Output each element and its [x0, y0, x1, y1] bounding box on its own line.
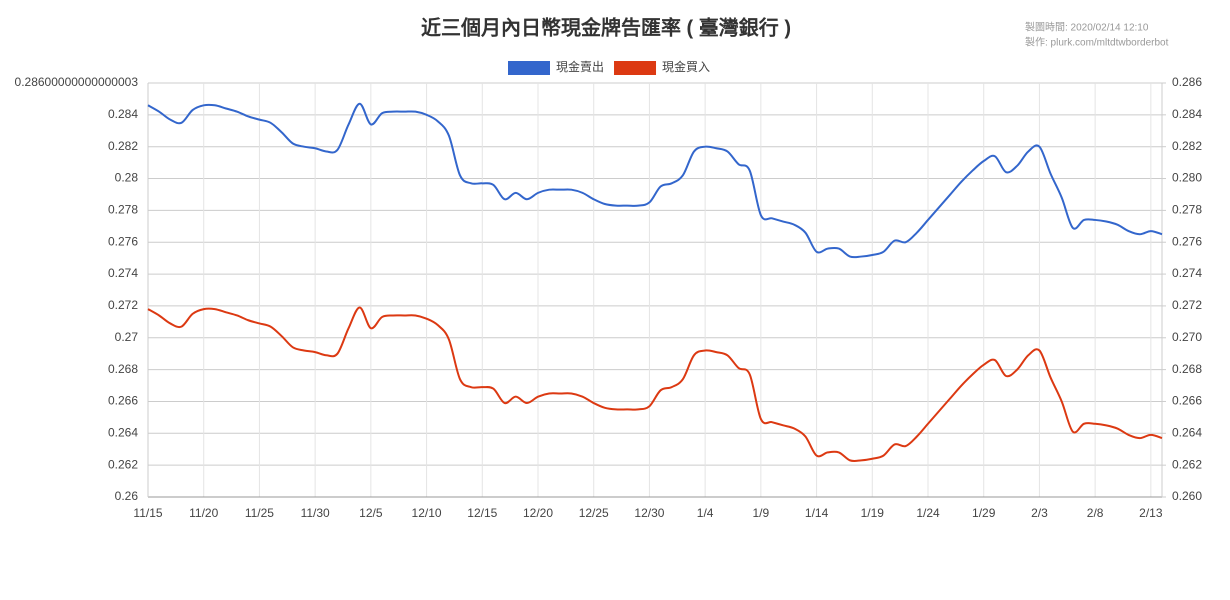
- series-line: [147, 102, 1163, 259]
- note: 製作: plurk.com/mltdtwborderbot: [1025, 36, 1169, 49]
- x-tick-label: 2/3: [1031, 506, 1048, 520]
- x-tick-label: 11/15: [133, 506, 162, 520]
- note: 製圖時間: 2020/02/14 12:10: [1025, 21, 1149, 34]
- x-tick-label: 1/14: [805, 506, 829, 520]
- y2-tick-label: 0.272: [1172, 298, 1202, 312]
- y2-tick-label: 0.276: [1172, 234, 1202, 248]
- x-tick-label: 1/9: [753, 506, 770, 520]
- x-tick-label: 11/25: [245, 506, 274, 520]
- y2-tick-label: 0.274: [1172, 266, 1202, 280]
- y-tick-label: 0.266: [108, 394, 138, 408]
- y-tick-label: 0.268: [108, 362, 138, 376]
- y-tick-label: 0.278: [108, 203, 138, 217]
- y-tick-label: 0.282: [108, 139, 138, 153]
- x-tick-label: 12/30: [634, 506, 664, 520]
- y-tick-label: 0.28600000000000003: [15, 75, 139, 89]
- series-line: [147, 306, 1163, 463]
- x-tick-label: 12/15: [467, 506, 497, 520]
- y-tick-label: 0.272: [108, 298, 138, 312]
- x-tick-label: 11/20: [189, 506, 218, 520]
- x-tick-label: 12/5: [359, 506, 383, 520]
- y2-tick-label: 0.286: [1172, 75, 1202, 89]
- x-tick-label: 12/20: [523, 506, 553, 520]
- x-tick-label: 12/10: [412, 506, 442, 520]
- x-tick-label: 1/4: [697, 506, 714, 520]
- y2-tick-label: 0.266: [1172, 394, 1202, 408]
- y2-tick-label: 0.270: [1172, 330, 1202, 344]
- y-tick-label: 0.284: [108, 107, 138, 121]
- y2-tick-label: 0.264: [1172, 425, 1202, 439]
- y-tick-label: 0.28: [115, 171, 139, 185]
- x-tick-label: 11/30: [301, 506, 330, 520]
- y-tick-label: 0.264: [108, 425, 138, 439]
- y2-tick-label: 0.280: [1172, 171, 1202, 185]
- y2-tick-label: 0.278: [1172, 203, 1202, 217]
- y2-tick-label: 0.284: [1172, 107, 1202, 121]
- legend-label: 現金賣出: [556, 59, 604, 74]
- x-tick-label: 12/25: [579, 506, 609, 520]
- y2-tick-label: 0.268: [1172, 362, 1202, 376]
- y-tick-label: 0.274: [108, 266, 138, 280]
- x-tick-label: 2/8: [1087, 506, 1104, 520]
- chart-title: 近三個月內日幣現金牌告匯率 ( 臺灣銀行 ): [421, 15, 791, 39]
- legend-swatch: [508, 61, 550, 75]
- y2-tick-label: 0.260: [1172, 489, 1202, 503]
- x-tick-label: 2/13: [1139, 506, 1163, 520]
- x-tick-label: 1/24: [916, 506, 940, 520]
- x-tick-label: 1/29: [972, 506, 996, 520]
- y-tick-label: 0.276: [108, 234, 138, 248]
- y-tick-label: 0.26: [115, 489, 139, 503]
- y2-tick-label: 0.262: [1172, 457, 1202, 471]
- legend-label: 現金買入: [662, 59, 710, 74]
- y-tick-label: 0.262: [108, 457, 138, 471]
- y2-tick-label: 0.282: [1172, 139, 1202, 153]
- legend-swatch: [614, 61, 657, 75]
- y-tick-label: 0.27: [115, 330, 139, 344]
- x-tick-label: 1/19: [861, 506, 885, 520]
